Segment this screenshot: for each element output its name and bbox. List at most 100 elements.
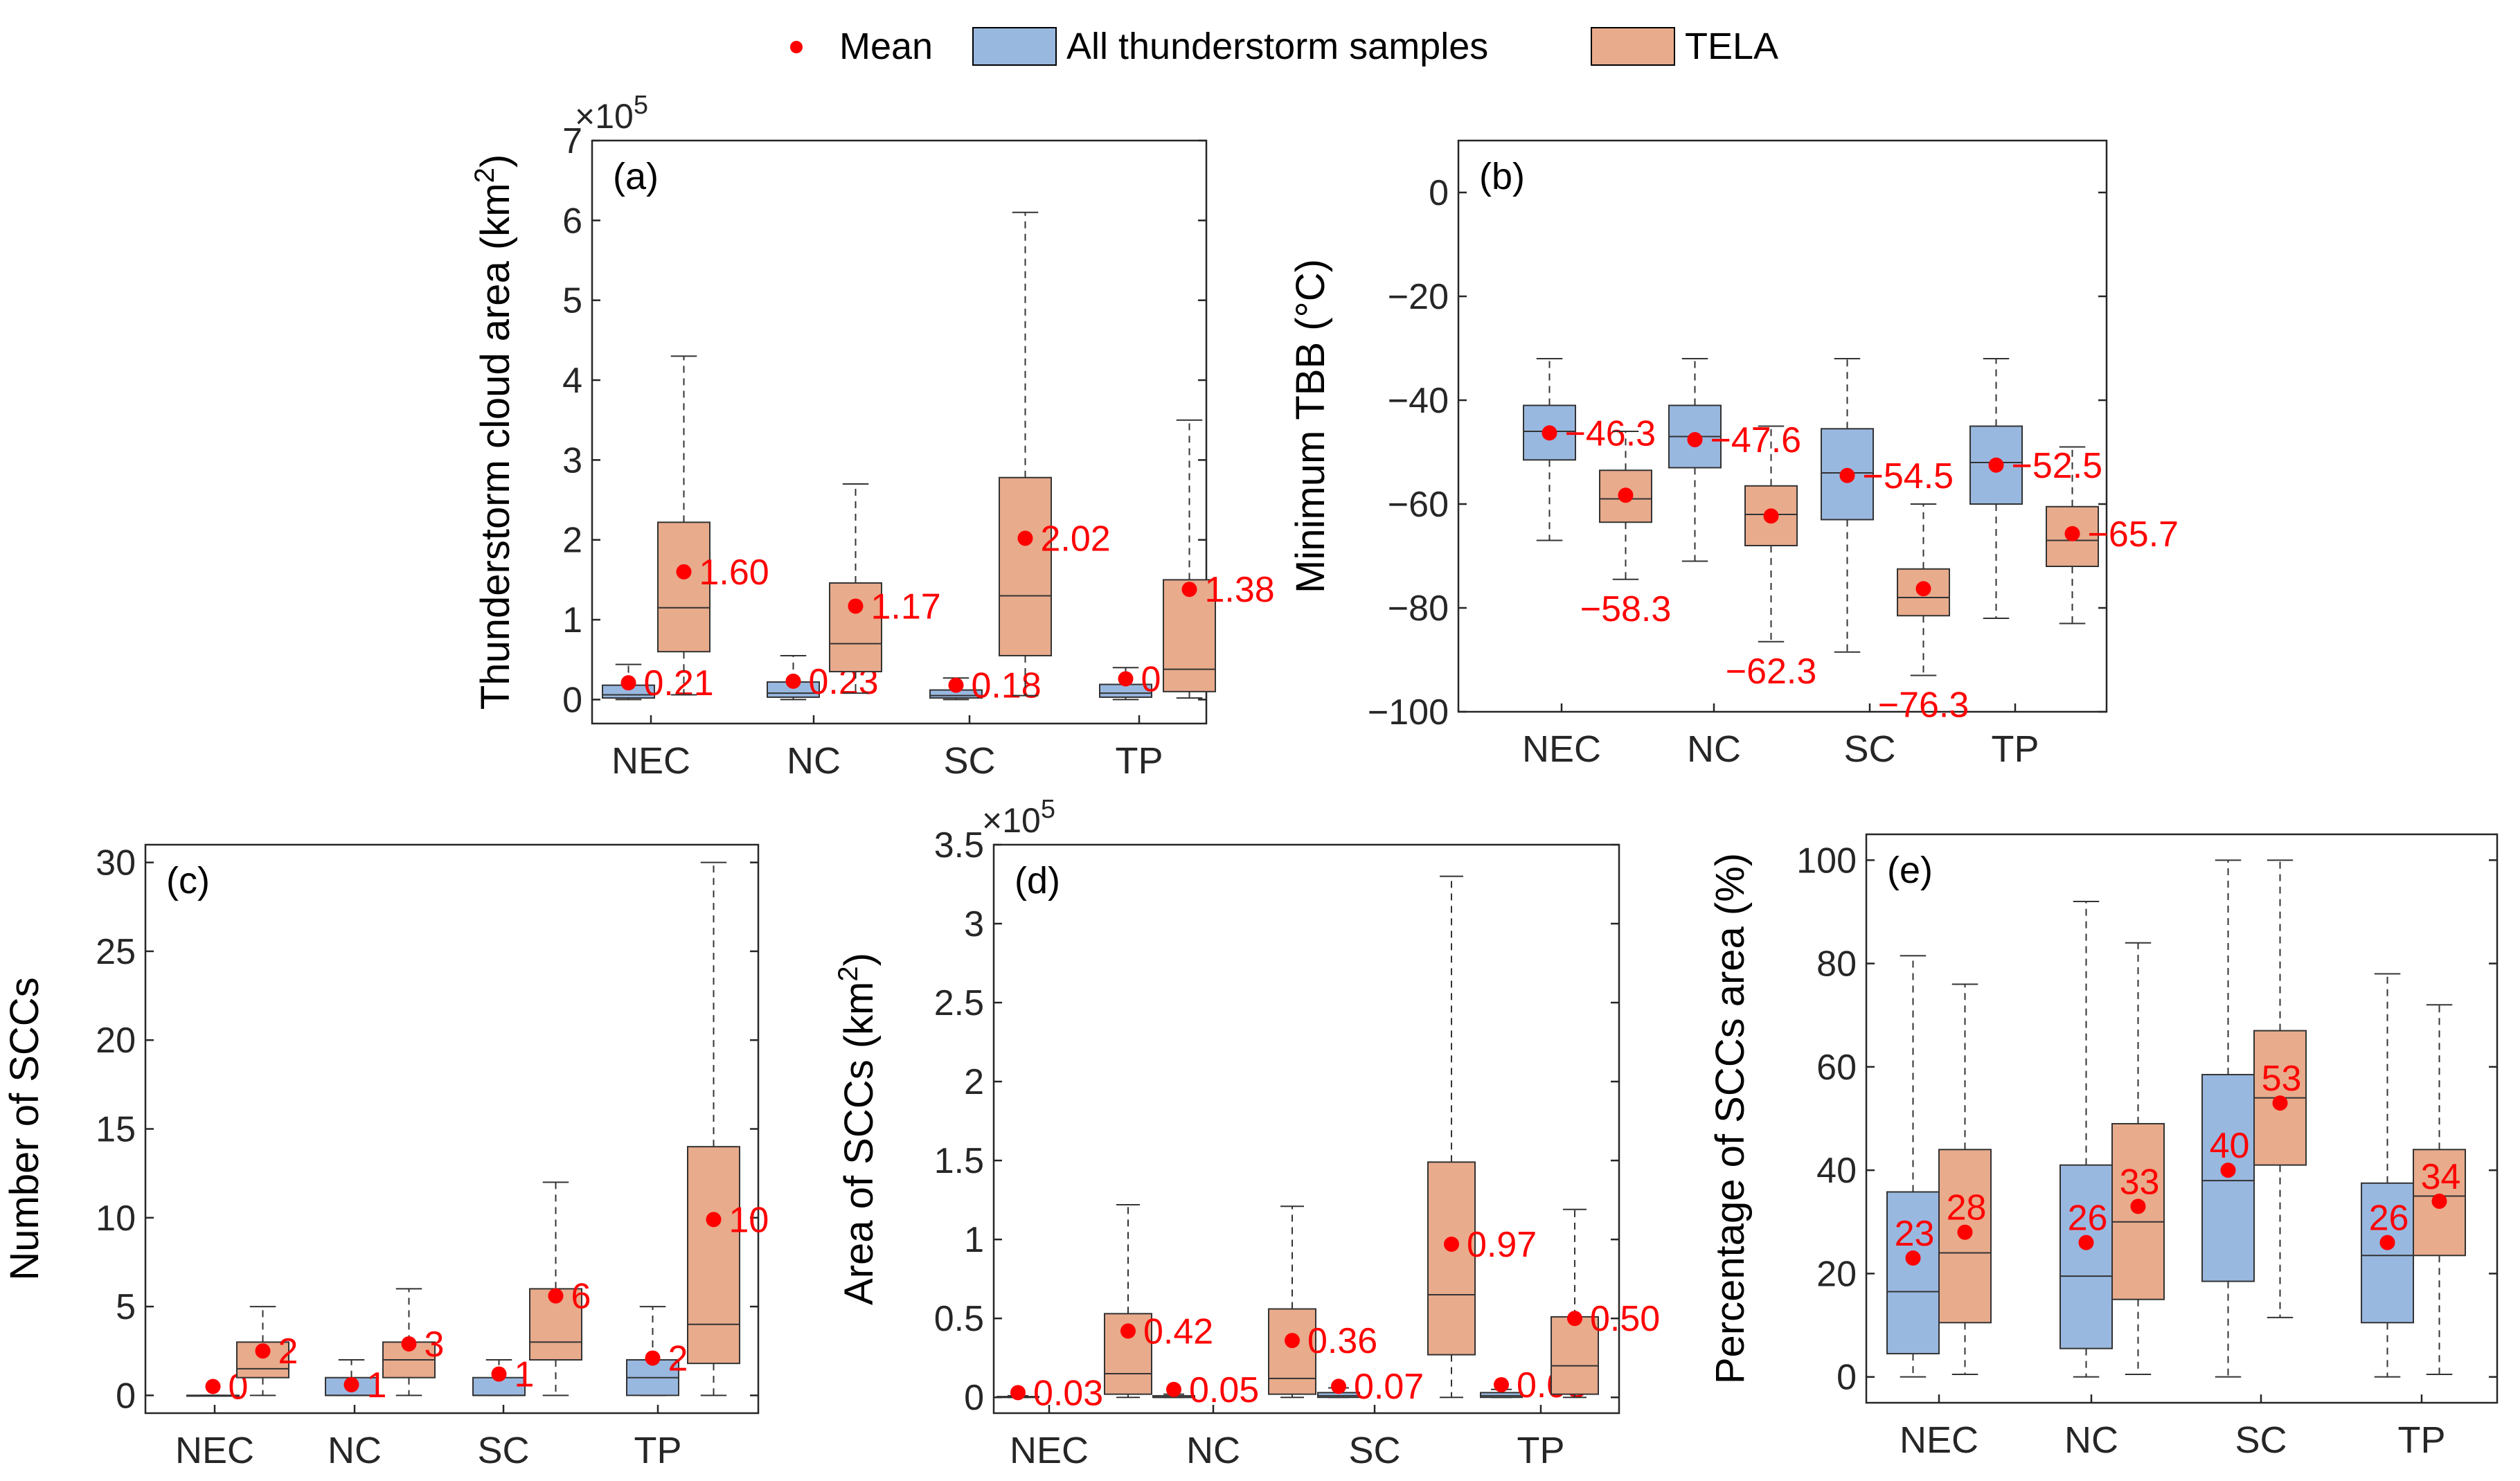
mean-label: 6 bbox=[571, 1277, 591, 1317]
legend-all-swatch bbox=[972, 27, 1057, 66]
mean-marker bbox=[1010, 1385, 1026, 1401]
ytick-label-a-4: 4 bbox=[562, 361, 582, 401]
mean-label: 0.07 bbox=[1354, 1367, 1424, 1407]
mean-marker bbox=[1618, 487, 1634, 503]
ytick-label-a-6: 6 bbox=[562, 201, 582, 241]
mean-marker bbox=[1444, 1236, 1459, 1252]
category-label-a-2: SC bbox=[943, 740, 995, 782]
box-iqr bbox=[1551, 1316, 1599, 1395]
category-label-a-1: NC bbox=[787, 740, 841, 782]
mean-label: 2 bbox=[668, 1338, 688, 1379]
panel-label-e: (e) bbox=[1887, 850, 1933, 891]
box-a-1-0: 1.60 bbox=[657, 355, 769, 696]
category-label-b-3: TP bbox=[1991, 728, 2039, 770]
mean-marker bbox=[343, 1376, 359, 1392]
mean-marker bbox=[548, 1288, 564, 1304]
ytick-label-a-1: 1 bbox=[562, 600, 582, 640]
ylabel-e: Percentage of SCCs area (%) bbox=[1708, 853, 1753, 1384]
mean-label: 28 bbox=[1947, 1188, 1987, 1228]
mean-marker bbox=[2130, 1199, 2146, 1214]
mean-marker bbox=[255, 1343, 271, 1359]
mean-marker bbox=[491, 1366, 507, 1382]
category-label-e-0: NEC bbox=[1900, 1419, 1978, 1461]
legend: Mean All thunderstorm samples TELA bbox=[790, 26, 1778, 67]
ytick-label-c-2: 10 bbox=[96, 1199, 136, 1239]
ytick-label-d-7: 3.5 bbox=[934, 825, 984, 865]
box-d-0-0: 0.03 bbox=[997, 1373, 1103, 1413]
mean-marker bbox=[2220, 1163, 2236, 1178]
mean-label: 1.60 bbox=[699, 553, 769, 593]
ylabel-a: Thunderstorm cloud area (km2) bbox=[470, 154, 518, 710]
ytick-label-c-4: 20 bbox=[96, 1021, 136, 1061]
box-iqr bbox=[829, 582, 882, 673]
mean-label: 0.05 bbox=[1189, 1370, 1259, 1410]
category-label-c-0: NEC bbox=[175, 1430, 254, 1471]
ytick-label-e-1: 20 bbox=[1816, 1254, 1857, 1294]
mean-label: −54.5 bbox=[1863, 456, 1954, 496]
legend-tela-swatch bbox=[1591, 27, 1675, 66]
box-iqr bbox=[999, 476, 1052, 656]
box-iqr bbox=[657, 521, 711, 653]
mean-label: −65.7 bbox=[2088, 514, 2179, 555]
mean-label: 2.02 bbox=[1041, 519, 1111, 559]
ytick-label-b-5: 0 bbox=[1429, 173, 1449, 213]
legend-all-label: All thunderstorm samples bbox=[1066, 26, 1488, 67]
exponent-d: ×105 bbox=[982, 795, 1055, 840]
ytick-label-d-3: 1.5 bbox=[934, 1141, 984, 1181]
ytick-label-d-6: 3 bbox=[964, 904, 984, 944]
mean-marker bbox=[2431, 1193, 2447, 1209]
mean-marker bbox=[2272, 1095, 2288, 1111]
box-d-0-2: 0.07 bbox=[1317, 1367, 1424, 1407]
axes-frame-e bbox=[1865, 833, 2499, 1404]
category-label-d-0: NEC bbox=[1010, 1430, 1089, 1471]
panel-label-b: (b) bbox=[1479, 156, 1525, 197]
ytick-label-d-4: 2 bbox=[964, 1062, 984, 1102]
axes-frame-b bbox=[1457, 139, 2108, 713]
mean-label: −58.3 bbox=[1580, 589, 1672, 629]
box-b-1-2: −76.3 bbox=[1878, 503, 1969, 726]
ytick-label-b-1: −80 bbox=[1388, 589, 1449, 629]
axes-frame-d bbox=[992, 843, 1620, 1415]
ytick-label-a-7: 7 bbox=[562, 121, 582, 161]
panel-b: −100 −80 −60 −40 −20 0 NEC NC SC TP Minimum TBB (°… bbox=[1288, 139, 2179, 770]
mean-label: 3 bbox=[425, 1325, 445, 1365]
mean-marker bbox=[1839, 467, 1855, 483]
mean-marker bbox=[401, 1336, 417, 1352]
exponent-power-d: 5 bbox=[1041, 795, 1055, 824]
box-b-0-1: −47.6 bbox=[1668, 358, 1801, 562]
mean-label: 1 bbox=[515, 1355, 535, 1395]
panel-label-a: (a) bbox=[613, 156, 659, 197]
ylabel-sup-a: 2 bbox=[470, 168, 500, 183]
mean-label: 40 bbox=[2210, 1126, 2250, 1166]
box-e-0-1: 26 bbox=[2059, 901, 2113, 1378]
box-b-0-2: −54.5 bbox=[1821, 358, 1954, 653]
mean-marker bbox=[2379, 1235, 2395, 1250]
ytick-label-e-2: 40 bbox=[1816, 1151, 1857, 1191]
ytick-label-a-5: 5 bbox=[562, 281, 582, 321]
box-c-1-2: 6 bbox=[529, 1181, 591, 1397]
box-d-1-2: 0.97 bbox=[1427, 875, 1537, 1399]
ytick-label-a-0: 0 bbox=[562, 680, 582, 720]
ytick-label-e-4: 80 bbox=[1816, 944, 1857, 985]
mean-marker bbox=[2078, 1235, 2094, 1250]
box-iqr bbox=[687, 1146, 740, 1365]
legend-tela-label: TELA bbox=[1685, 26, 1778, 67]
box-a-1-1: 1.17 bbox=[829, 483, 941, 694]
box-iqr bbox=[1523, 404, 1576, 461]
ytick-label-d-1: 0.5 bbox=[934, 1299, 984, 1339]
mean-marker bbox=[706, 1212, 722, 1228]
mean-marker bbox=[1166, 1381, 1181, 1397]
mean-label: 53 bbox=[2262, 1059, 2302, 1099]
mean-marker bbox=[1017, 530, 1033, 546]
mean-label: 1.17 bbox=[871, 586, 941, 627]
panel-label-c: (c) bbox=[166, 860, 210, 901]
category-label-b-1: NC bbox=[1687, 728, 1741, 770]
category-label-b-0: NEC bbox=[1522, 728, 1601, 770]
box-iqr bbox=[2361, 1182, 2414, 1324]
mean-marker bbox=[2064, 526, 2080, 541]
box-iqr bbox=[1163, 579, 1216, 692]
ytick-label-b-0: −100 bbox=[1368, 692, 1449, 733]
box-e-0-3: 26 bbox=[2361, 973, 2414, 1378]
